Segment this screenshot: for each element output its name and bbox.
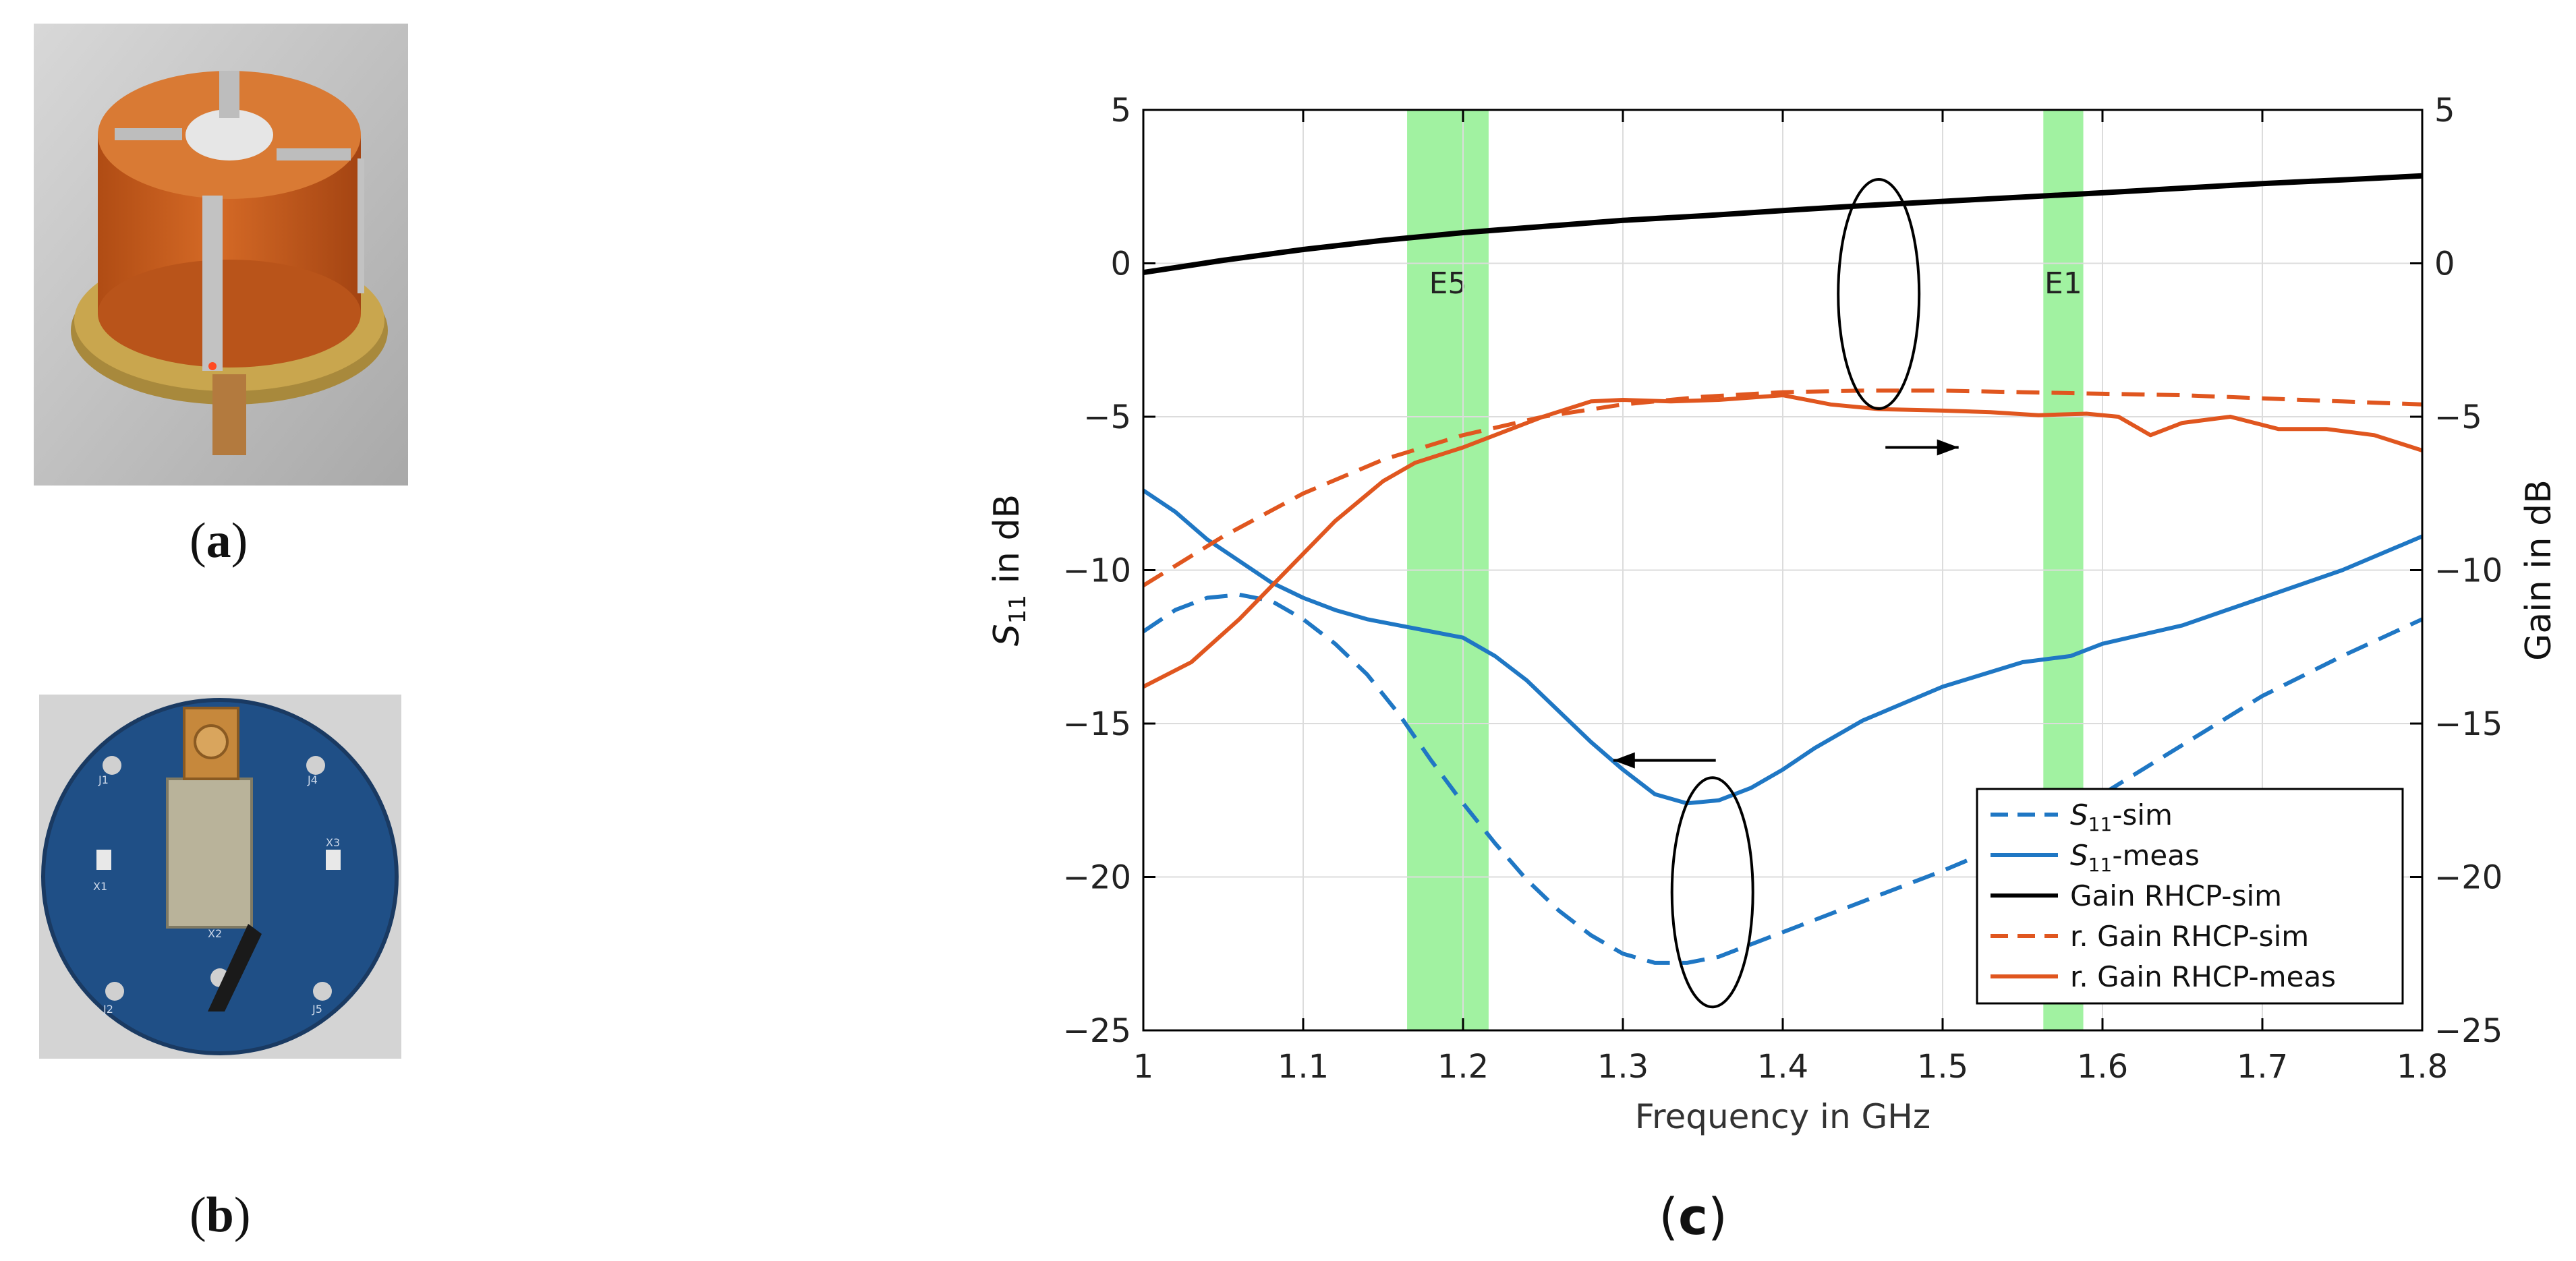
- series-r-gain-rhcp-sim: [1142, 388, 2423, 587]
- y-tick-label-left-3: −10: [1063, 552, 1131, 590]
- y-tick-label-left-6: −25: [1063, 1012, 1131, 1050]
- legend-label-1-rest: -meas: [2112, 839, 2200, 872]
- pcb-label-x2: X2: [208, 927, 222, 940]
- pcb-illustration: J1 J4 J2 J5 X1 X2 X3: [39, 695, 401, 1059]
- y-axis-label-left-main: S: [987, 624, 1027, 646]
- legend-label-0-rest: -sim: [2112, 798, 2173, 831]
- x-tick-label-4: 1.4: [1757, 1048, 1808, 1086]
- caption-b: (b): [190, 1187, 251, 1243]
- antenna-photo: [34, 24, 408, 486]
- y-tick-label-right-5: −20: [2434, 859, 2502, 897]
- legend-label-0: S11-sim: [2070, 798, 2173, 835]
- band-label-e5: E5: [1429, 266, 1467, 301]
- x-tick-label-6: 1.6: [2077, 1048, 2128, 1086]
- y-tick-label-right-3: −10: [2434, 552, 2502, 590]
- x-tick-label-3: 1.3: [1597, 1048, 1649, 1086]
- series-r-gain-rhcp-meas: [1142, 393, 2423, 689]
- y-tick-label-right-0: 5: [2434, 92, 2455, 129]
- caption-c-letter: c: [1678, 1188, 1708, 1246]
- caption-a: (a): [190, 513, 248, 568]
- y-tick-label-right-1: 0: [2434, 245, 2455, 283]
- x-tick-label-2: 1.2: [1437, 1048, 1489, 1086]
- legend-label-3: r. Gain RHCP-sim: [2070, 920, 2309, 953]
- y-tick-label-right-4: −15: [2434, 705, 2502, 743]
- x-tick-label-5: 1.5: [1917, 1048, 1968, 1086]
- tick-labels: 1 1.1 1.2 1.3 1.4 1.5 1.6 1.7 1.8 5 5 0 0 −5 −5 −10 −10 −…: [1063, 92, 2503, 1086]
- band-label-e1: E1: [2044, 266, 2082, 301]
- y-axis-label-right: Gain in dB: [2519, 479, 2559, 661]
- pcb-photo: J1 J4 J2 J5 X1 X2 X3: [39, 695, 401, 1059]
- annotations: [1613, 178, 1959, 1009]
- legend-label-1: S11-meas: [2070, 839, 2200, 876]
- x-tick-label-7: 1.7: [2237, 1048, 2288, 1086]
- x-tick-label-1: 1.1: [1278, 1048, 1329, 1086]
- y-tick-label-right-6: −25: [2434, 1012, 2502, 1050]
- arrow-right-head: [1937, 439, 1959, 456]
- pcb-label-x1: X1: [93, 880, 107, 893]
- pcb-label-j2: J2: [103, 1003, 113, 1016]
- y-tick-label-right-2: −5: [2434, 399, 2482, 436]
- pcb-label-j4: J4: [307, 773, 318, 786]
- y-tick-label-left-2: −5: [1083, 399, 1131, 436]
- legend-label-4: r. Gain RHCP-meas: [2070, 960, 2336, 993]
- series-s11-meas: [1142, 488, 2424, 806]
- y-axis-label-left-rest: in dB: [987, 494, 1027, 595]
- ellipse-right-group: [1837, 178, 1921, 410]
- y-tick-label-left-0: 5: [1110, 92, 1131, 129]
- legend-label-1-sub: 11: [2088, 854, 2113, 876]
- y-tick-label-left-4: −15: [1063, 705, 1131, 743]
- y-tick-label-left-5: −20: [1063, 859, 1131, 897]
- x-tick-label-0: 1: [1133, 1048, 1154, 1086]
- pcb-label-j1: J1: [98, 773, 109, 786]
- pcb-label-j5: J5: [312, 1003, 322, 1016]
- y-axis-label-left: S11 in dB: [987, 494, 1031, 646]
- ellipse-left-group: [1670, 776, 1754, 1009]
- arrow-left-head: [1613, 752, 1635, 769]
- legend-label-2: Gain RHCP-sim: [2070, 879, 2282, 912]
- legend-label-0-main: S: [2070, 798, 2088, 831]
- y-tick-label-left-1: 0: [1110, 245, 1131, 283]
- x-tick-label-8: 1.8: [2397, 1048, 2448, 1086]
- legend-label-1-main: S: [2070, 839, 2088, 872]
- pcb-label-x3: X3: [326, 836, 340, 849]
- x-axis-label: Frequency in GHz: [1635, 1097, 1930, 1136]
- antenna-illustration: [34, 24, 408, 486]
- caption-c: (c): [1659, 1188, 1727, 1246]
- legend-label-0-sub: 11: [2088, 813, 2113, 835]
- y-axis-label-left-sub: 11: [1004, 595, 1031, 624]
- series-gain-rhcp-sim: [1143, 173, 2423, 276]
